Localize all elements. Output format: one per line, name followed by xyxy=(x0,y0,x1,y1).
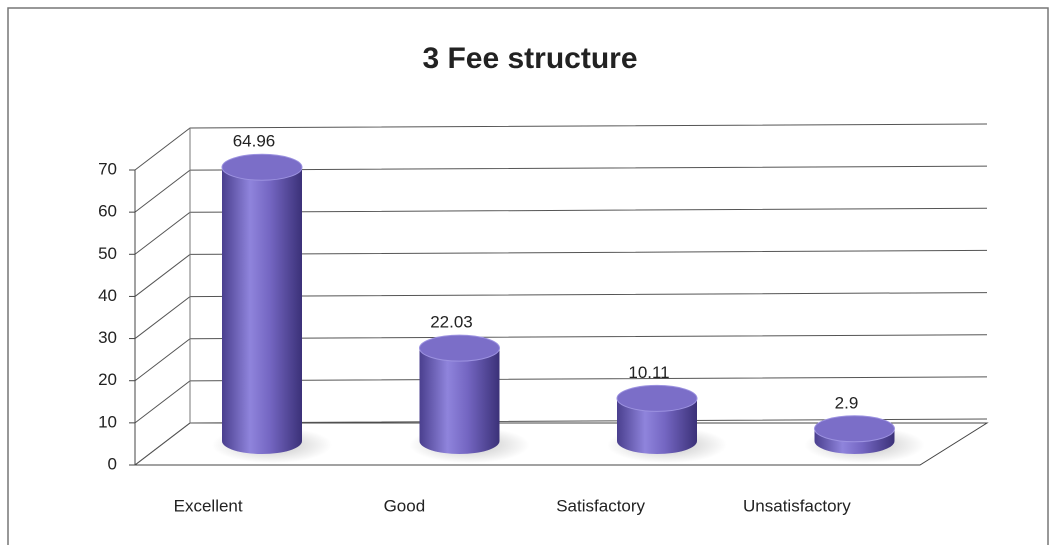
bar xyxy=(617,398,697,454)
y-tick-label: 0 xyxy=(108,454,117,473)
bar-top xyxy=(814,415,895,443)
bar-top xyxy=(419,334,500,362)
value-label: 10.11 xyxy=(628,363,669,382)
chart-border xyxy=(7,7,1049,545)
bar-top xyxy=(221,153,303,181)
y-tick-label: 40 xyxy=(98,286,117,305)
x-tick-label: Satisfactory xyxy=(556,496,645,515)
y-tick-label: 60 xyxy=(98,202,117,221)
value-label: 64.96 xyxy=(233,132,276,151)
x-tick-label: Excellent xyxy=(174,496,243,515)
y-tick-label: 30 xyxy=(98,328,117,347)
value-label: 22.03 xyxy=(430,313,473,332)
y-tick-label: 50 xyxy=(98,244,117,263)
value-label: 2.9 xyxy=(835,393,859,412)
bar xyxy=(419,348,500,454)
x-tick-label: Unsatisfactory xyxy=(743,496,851,515)
bar xyxy=(222,167,302,455)
x-tick-label: Good xyxy=(384,496,426,515)
y-tick-label: 10 xyxy=(98,412,117,431)
y-tick-label: 20 xyxy=(98,370,117,389)
chart-title: 3 Fee structure xyxy=(422,42,637,75)
y-tick-label: 70 xyxy=(98,159,117,178)
bar-top xyxy=(616,384,698,412)
